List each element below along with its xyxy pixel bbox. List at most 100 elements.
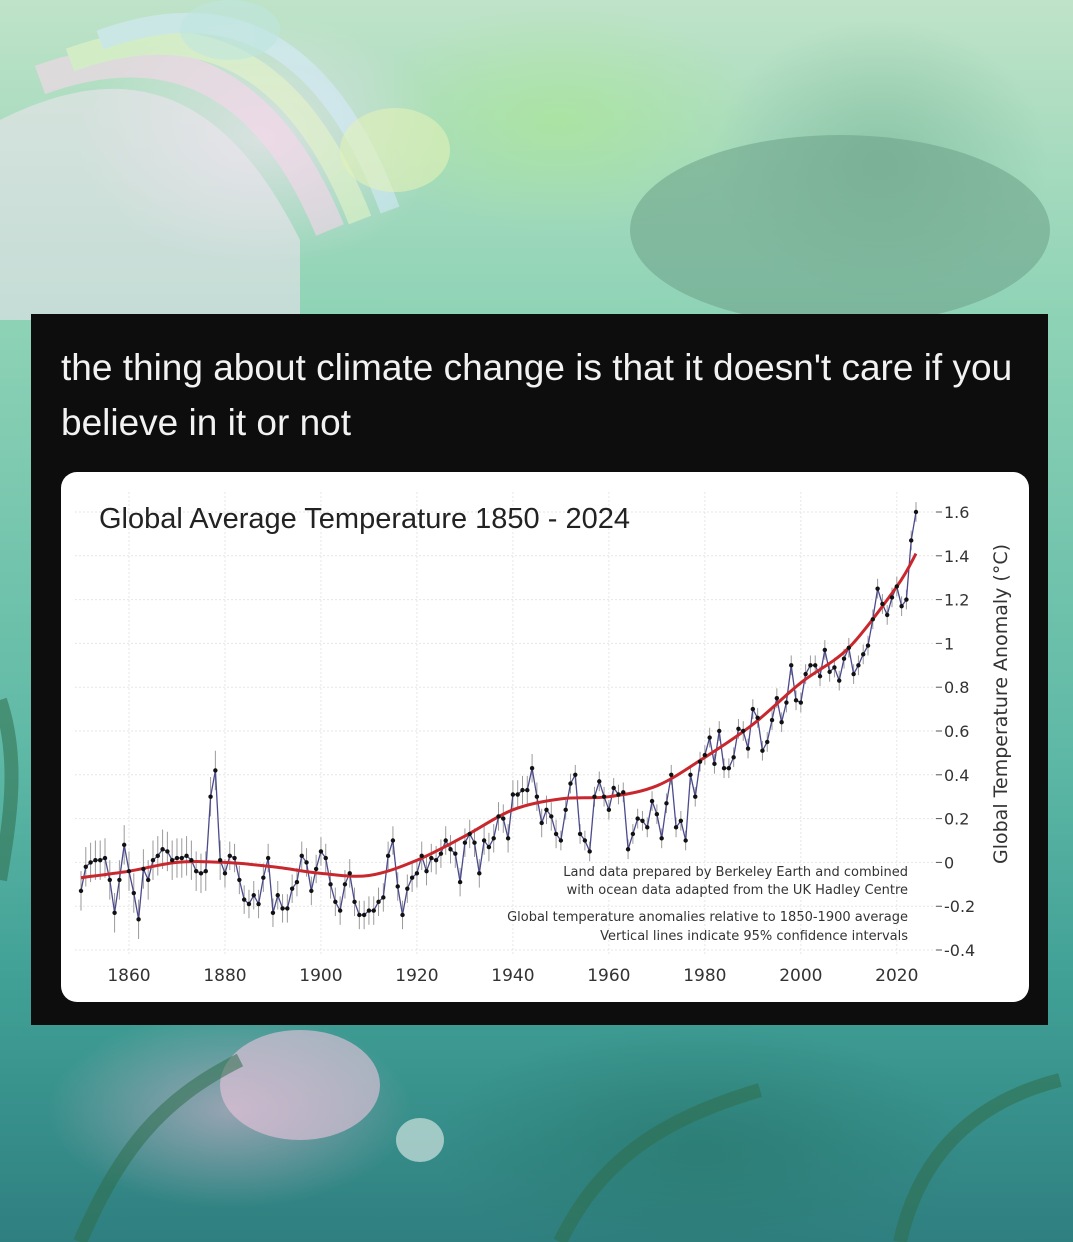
- annual-point: [126, 868, 132, 874]
- annual-point: [539, 820, 544, 826]
- annual-point: [448, 847, 453, 852]
- plot-area: [75, 486, 967, 958]
- y-tick-label: -0.4: [944, 941, 975, 960]
- annual-point: [385, 853, 391, 859]
- annual-point: [515, 792, 520, 797]
- annual-point: [184, 853, 189, 859]
- annual-point: [803, 671, 808, 677]
- annual-point: [693, 794, 698, 799]
- annual-point: [909, 538, 914, 543]
- annual-point: [697, 759, 703, 764]
- annual-point: [381, 895, 386, 900]
- annual-point: [755, 715, 760, 721]
- annual-point: [865, 643, 871, 648]
- y-tick-label: 0.4: [944, 766, 969, 785]
- annual-point: [165, 849, 170, 854]
- annual-point: [203, 868, 208, 874]
- annual-point: [289, 886, 295, 891]
- annual-point: [568, 781, 573, 786]
- annual-point: [779, 720, 784, 725]
- annual-point: [630, 831, 636, 837]
- annual-point: [621, 790, 626, 795]
- annual-point: [544, 807, 549, 813]
- annual-point: [765, 739, 770, 745]
- x-tick-label: 1860: [107, 966, 150, 986]
- annual-point: [784, 700, 789, 705]
- annual-point: [318, 849, 324, 854]
- annual-point: [169, 858, 175, 863]
- annual-point: [577, 831, 583, 837]
- annual-point: [232, 855, 237, 861]
- annual-point: [121, 842, 127, 848]
- annual-point: [769, 717, 775, 723]
- annual-point: [582, 838, 588, 843]
- annual-point: [261, 875, 266, 880]
- annual-point: [107, 877, 112, 883]
- annual-point: [491, 836, 496, 841]
- annual-point: [501, 816, 506, 821]
- annual-point: [294, 879, 300, 885]
- x-tick-label: 1920: [395, 966, 438, 986]
- smoothed-trend-line: [80, 552, 918, 880]
- annual-point: [606, 807, 612, 813]
- annual-point: [337, 908, 343, 913]
- chart-title: Global Average Temperature 1850 - 2024: [99, 503, 630, 535]
- annual-point: [189, 858, 194, 863]
- annual-point: [731, 755, 736, 760]
- annual-point: [707, 735, 712, 740]
- annual-point: [870, 617, 876, 622]
- annual-point: [361, 912, 367, 918]
- annual-point: [280, 906, 285, 911]
- annual-point: [846, 645, 852, 650]
- annual-point: [827, 669, 832, 675]
- y-tick-label: -0.2: [944, 897, 975, 916]
- y-tick-label: 0: [944, 853, 954, 872]
- annual-point: [405, 886, 410, 891]
- post-card: the thing about climate change is that i…: [31, 314, 1048, 1025]
- annual-point: [673, 825, 679, 830]
- annual-point: [136, 917, 141, 922]
- annual-point: [433, 858, 439, 863]
- annual-point: [496, 814, 501, 819]
- annual-point: [822, 647, 828, 653]
- annual-point: [117, 877, 122, 883]
- annual-point: [342, 882, 348, 887]
- annual-point: [241, 897, 247, 902]
- y-axis-label: Global Temperature Anomaly (°C): [990, 544, 1012, 864]
- annual-point: [429, 855, 434, 861]
- annual-point: [856, 663, 861, 668]
- annual-point: [841, 656, 847, 661]
- annual-point: [174, 855, 180, 861]
- annual-point: [837, 678, 842, 683]
- annual-point: [371, 908, 376, 913]
- annual-point: [304, 860, 309, 865]
- annual-point: [563, 807, 568, 813]
- annual-point: [150, 858, 156, 863]
- annual-point: [313, 866, 319, 872]
- x-tick-label: 1940: [491, 966, 534, 986]
- annual-point: [395, 884, 400, 889]
- annual-point: [654, 812, 660, 817]
- annual-point: [808, 663, 813, 668]
- annual-point: [131, 890, 136, 896]
- annual-point: [213, 768, 218, 773]
- note-line-2: with ocean data adapted from the UK Hadl…: [567, 883, 908, 898]
- annual-point: [899, 603, 904, 609]
- annual-point: [237, 877, 242, 883]
- annual-point: [669, 772, 674, 777]
- annual-point: [601, 794, 607, 799]
- annual-point: [793, 698, 799, 703]
- annual-point: [525, 787, 530, 793]
- annual-point: [817, 674, 823, 679]
- annual-point: [851, 671, 856, 677]
- annual-point: [558, 838, 564, 843]
- annual-point: [352, 899, 357, 905]
- annual-point: [592, 794, 597, 799]
- annual-point: [366, 908, 372, 913]
- annual-point: [789, 663, 794, 668]
- annual-point: [145, 877, 151, 883]
- chart-card: -0.4 -0.2 0 0.2 0.4 0.6 0.8 1 1.2 1.4 1.6 1860 1880 1…: [61, 472, 1029, 1002]
- annual-point: [155, 853, 160, 859]
- annual-point: [894, 584, 900, 589]
